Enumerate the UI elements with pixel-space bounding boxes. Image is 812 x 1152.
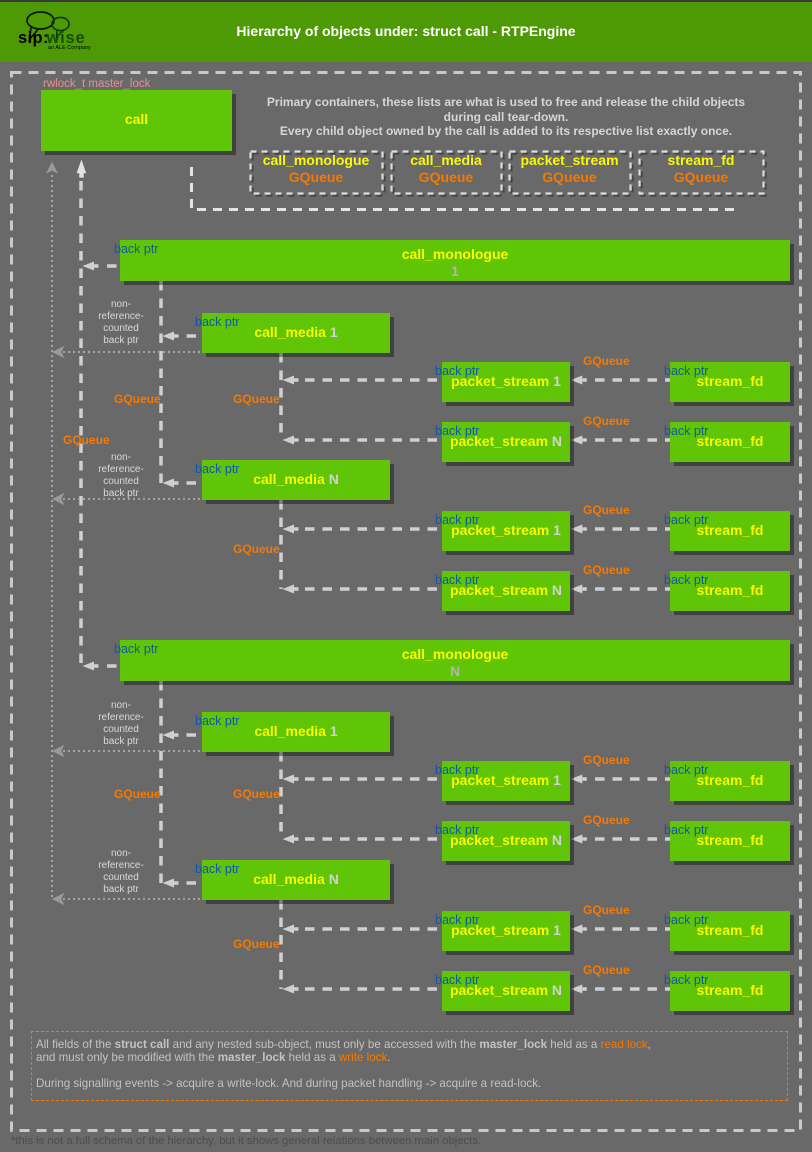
- svg-text:wise: wise: [46, 29, 86, 47]
- svg-text:sip:: sip:: [18, 29, 49, 47]
- svg-text:an ALE Company: an ALE Company: [48, 45, 91, 51]
